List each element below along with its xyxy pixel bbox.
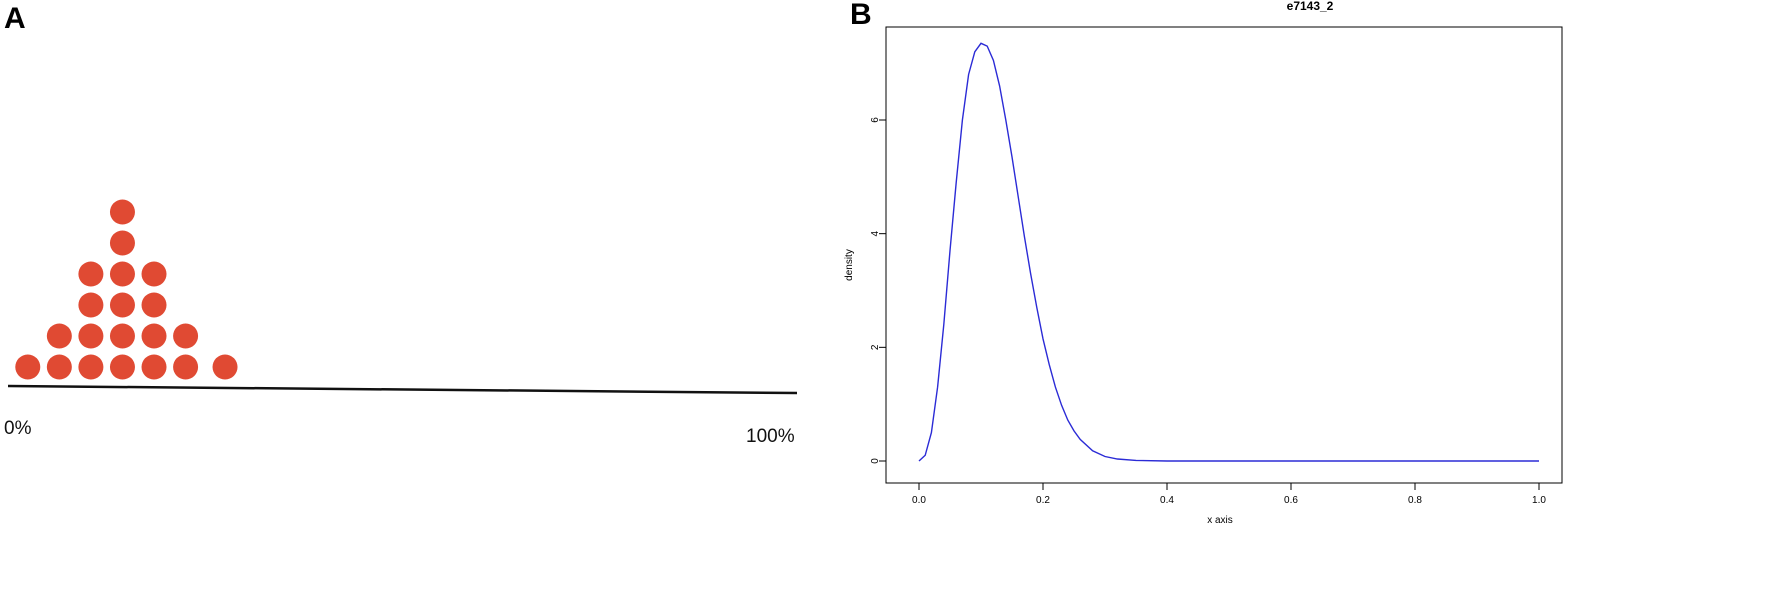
y-tick-label: 2 — [870, 344, 881, 350]
panel-label-b: B — [850, 0, 872, 31]
x-tick-label: 0.4 — [1160, 495, 1174, 506]
dot — [78, 261, 104, 287]
dot — [109, 230, 135, 256]
y-tick-label: 0 — [870, 458, 881, 464]
dot — [109, 199, 135, 225]
density-chart: B e7143_2 0.0 0.2 0.4 0.6 0.8 1.0 0 2 4 6 x axis… — [844, 0, 1563, 526]
x-tick-label: 0.6 — [1284, 495, 1298, 506]
density-curve — [918, 42, 1539, 462]
dot — [78, 292, 104, 318]
plot-frame — [885, 26, 1563, 484]
dot — [109, 354, 135, 380]
dot — [109, 261, 135, 287]
dot — [109, 323, 135, 349]
axis-end-label: 100% — [746, 426, 795, 447]
x-tick-label: 0.2 — [1036, 495, 1050, 506]
axis-line — [7, 384, 798, 395]
x-tick-label: 0.8 — [1408, 495, 1422, 506]
panel-b: B e7143_2 0.0 0.2 0.4 0.6 0.8 1.0 0 2 4 6 x axis… — [840, 0, 1772, 594]
dot — [141, 323, 167, 349]
dot — [46, 354, 72, 380]
dot — [141, 354, 167, 380]
y-axis: 0 2 4 6 — [870, 117, 886, 464]
dot — [141, 292, 167, 318]
y-tick-label: 6 — [870, 117, 881, 123]
dot-group — [15, 199, 238, 380]
y-axis-label: density — [844, 249, 855, 281]
dot — [78, 354, 104, 380]
dot — [15, 354, 41, 380]
x-axis: 0.0 0.2 0.4 0.6 0.8 1.0 — [912, 483, 1546, 506]
dot — [173, 323, 199, 349]
panel-label-a: A — [4, 2, 26, 35]
dot — [109, 292, 135, 318]
x-tick-label: 1.0 — [1532, 495, 1546, 506]
dot — [46, 323, 72, 349]
x-axis-label: x axis — [1207, 515, 1233, 526]
dot — [78, 323, 104, 349]
dot — [173, 354, 199, 380]
panel-a: A 0% 100% — [0, 0, 840, 594]
y-tick-label: 4 — [870, 230, 881, 236]
x-tick-label: 0.0 — [912, 495, 926, 506]
dot — [212, 354, 238, 380]
axis-start-label: 0% — [4, 418, 32, 439]
chart-title: e7143_2 — [1287, 0, 1334, 13]
dot-plot-chart: A 0% 100% — [4, 2, 798, 447]
dot — [141, 261, 167, 287]
